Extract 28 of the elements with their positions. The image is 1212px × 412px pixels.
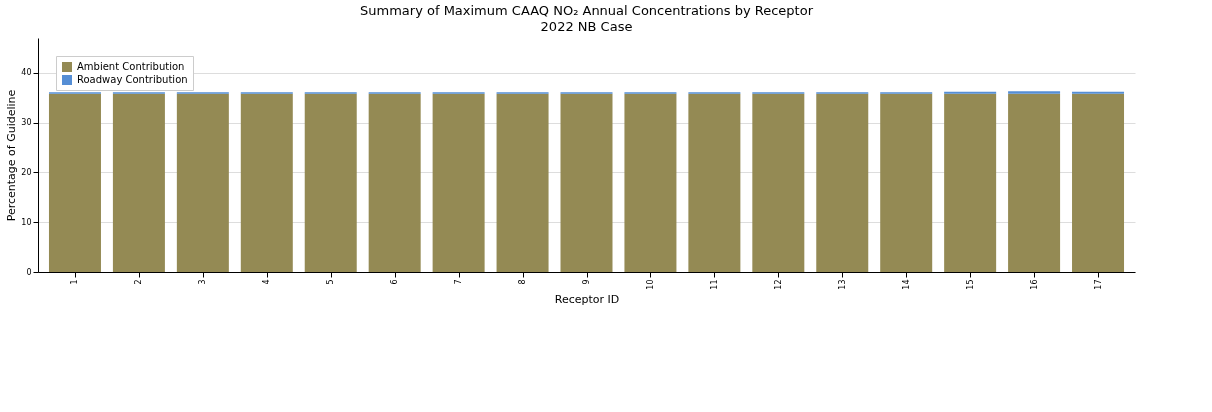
x-tick-label: 10 xyxy=(645,279,655,290)
y-tick-label: 30 xyxy=(21,118,32,128)
x-tick-label: 17 xyxy=(1093,279,1103,290)
y-axis-title: Percentage of Guideline xyxy=(5,89,19,222)
chart-subtitle: 2022 NB Case xyxy=(540,19,633,34)
x-tick-label: 1 xyxy=(70,279,80,285)
x-tick-label: 4 xyxy=(262,279,272,285)
x-tick-label: 13 xyxy=(837,279,847,290)
x-tick-label: 6 xyxy=(390,279,400,285)
x-tick-label: 14 xyxy=(901,279,911,290)
x-tick-label: 9 xyxy=(582,279,591,285)
y-tick-label: 40 xyxy=(21,68,32,78)
x-tick-label: 12 xyxy=(773,279,783,290)
x-tick-label: 7 xyxy=(454,279,464,285)
x-tick-label: 5 xyxy=(326,279,336,285)
x-tick-label: 3 xyxy=(198,279,208,285)
y-tick-label: 20 xyxy=(21,167,32,177)
legend-label: Roadway Contribution xyxy=(77,74,188,85)
x-tick-label: 16 xyxy=(1029,279,1039,290)
x-tick-label: 11 xyxy=(709,279,719,290)
y-tick-label: 10 xyxy=(21,217,32,227)
x-tick-label: 8 xyxy=(518,279,528,285)
y-tick-label: 0 xyxy=(26,267,32,277)
legend-label: Ambient Contribution xyxy=(77,61,185,72)
x-tick-label: 2 xyxy=(134,279,144,285)
x-tick-label: 15 xyxy=(965,279,975,290)
chart-title: Summary of Maximum CAAQ NO₂ Annual Concentrations by Receptor xyxy=(360,3,814,18)
x-axis-title: Receptor ID xyxy=(554,292,620,306)
